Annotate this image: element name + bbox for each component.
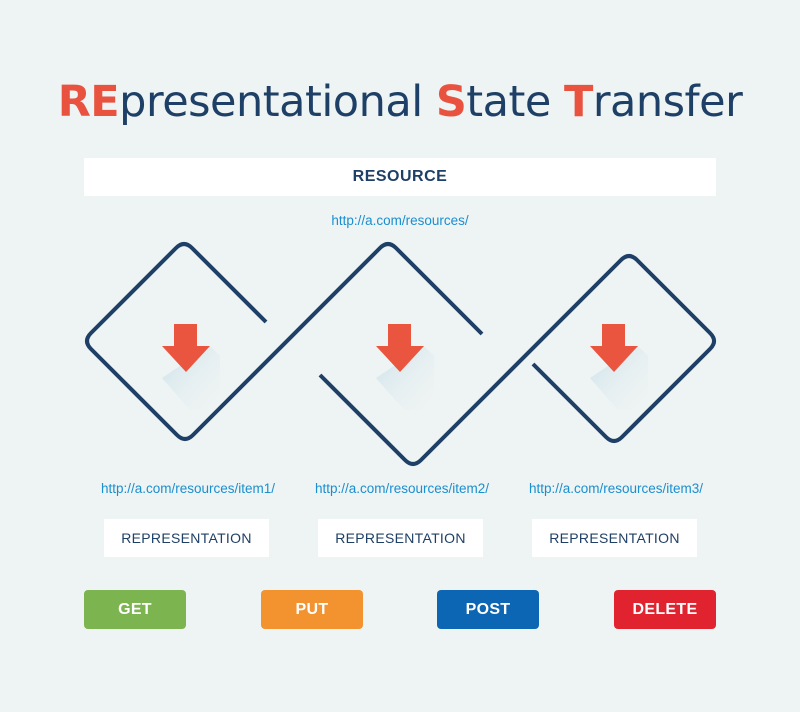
resource-box: RESOURCE — [84, 158, 716, 196]
title-letter-re: RE — [57, 77, 120, 127]
post-button[interactable]: POST — [437, 590, 539, 629]
representation-box-1: REPRESENTATION — [104, 519, 269, 557]
resource-url[interactable]: http://a.com/resources/ — [331, 213, 469, 228]
title-text-tate: tate — [466, 77, 564, 127]
get-button[interactable]: GET — [84, 590, 186, 629]
title-text-ransfer: ransfer — [592, 77, 743, 127]
delete-button[interactable]: DELETE — [614, 590, 716, 629]
item3-url[interactable]: http://a.com/resources/item3/ — [528, 481, 704, 496]
representation-box-2: REPRESENTATION — [318, 519, 483, 557]
item2-url[interactable]: http://a.com/resources/item2/ — [314, 481, 490, 496]
down-arrow-icon — [590, 324, 648, 410]
representation-box-3: REPRESENTATION — [532, 519, 697, 557]
item1-url[interactable]: http://a.com/resources/item1/ — [100, 481, 276, 496]
down-arrow-icon — [162, 324, 220, 410]
put-button[interactable]: PUT — [261, 590, 363, 629]
title-text-presentational: presentational — [119, 77, 436, 127]
page-title: REpresentational State Transfer — [0, 72, 800, 132]
title-letter-t: T — [564, 77, 593, 127]
title-letter-s: S — [435, 77, 467, 127]
diamond-chain-line — [85, 242, 716, 466]
down-arrow-icon — [376, 324, 434, 410]
